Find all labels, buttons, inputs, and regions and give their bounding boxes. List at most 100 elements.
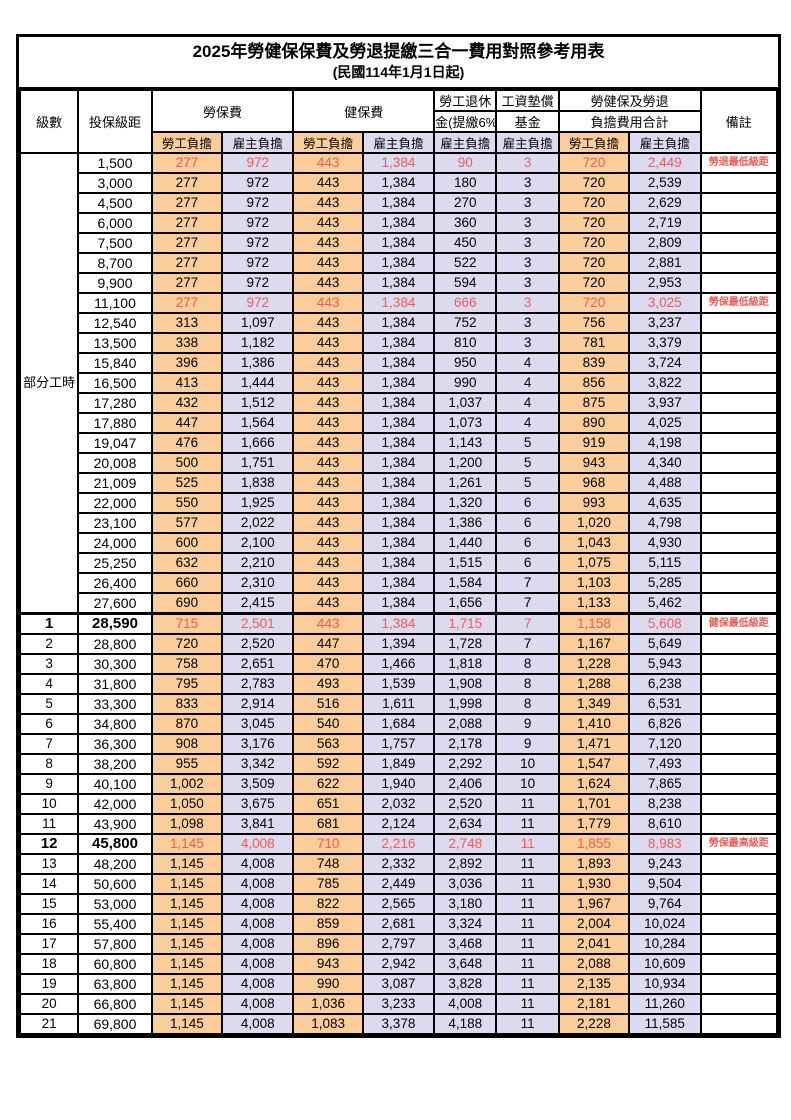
value-cell: 5 [495,452,560,474]
value-cell: 1,002 [150,773,224,795]
value-cell: 11,585 [628,1013,702,1035]
value-cell: 1,384 [361,612,436,635]
table-row: 22,000 550 1,925 443 1,384 1,320 6 993 4,635 [20,492,778,514]
insured-bracket-cell: 23,100 [77,512,153,534]
insured-bracket-cell: 30,300 [77,653,153,675]
value-cell: 443 [292,192,364,214]
remark-cell [699,572,778,594]
value-cell: 681 [292,813,364,835]
value-cell: 1,386 [433,512,498,534]
value-cell: 9,504 [628,873,702,895]
value-cell: 11 [495,853,560,875]
value-cell: 500 [150,452,224,474]
value-cell: 11 [495,813,560,835]
header-labor-insurance: 勞保費 [150,89,295,133]
value-cell: 443 [292,532,364,554]
value-cell: 752 [433,312,498,334]
value-cell: 660 [150,572,224,594]
table-row: 11,100 277 972 443 1,384 666 3 720 3,025 勞保最低級距 [20,292,778,314]
value-cell: 875 [557,392,631,414]
value-cell: 7,865 [628,773,702,795]
table-row: 20 66,800 1,145 4,008 1,036 3,233 4,008 11 2,181… [18,993,778,1015]
premium-table-frame: 2025年勞健保保費及勞退提繳三合一費用對照參考用表 (民國114年1月1日起)… [16,34,781,1038]
value-cell: 6 [495,512,560,534]
value-cell: 594 [433,272,498,294]
level-cell: 19 [18,973,80,995]
remark-cell [699,733,778,755]
value-cell: 990 [292,973,364,995]
subheader-total-employee-share: 勞工負擔 [557,131,631,154]
value-cell: 11 [495,973,560,995]
header-total-line2: 負擔費用合計 [557,110,702,133]
value-cell: 1,145 [150,993,224,1015]
value-cell: 1,158 [557,612,631,635]
value-cell: 1,349 [557,693,631,715]
value-cell: 4,008 [221,833,295,855]
value-cell: 1,624 [557,773,631,795]
value-cell: 2,681 [361,913,436,935]
level-cell: 4 [18,673,80,695]
value-cell: 1,145 [150,913,224,935]
header-bracket: 投保級距 [77,89,153,154]
insured-bracket-cell: 63,800 [77,973,153,995]
value-cell: 1,083 [292,1013,364,1035]
value-cell: 11 [495,993,560,1015]
value-cell: 443 [292,452,364,474]
value-cell: 2,004 [557,913,631,935]
value-cell: 2,181 [557,993,631,1015]
value-cell: 968 [557,472,631,494]
table-row: 23,100 577 2,022 443 1,384 1,386 6 1,020 4,798 [20,512,778,534]
remark-cell [699,933,778,955]
value-cell: 1,466 [361,653,436,675]
value-cell: 11 [495,793,560,815]
value-cell: 1,471 [557,733,631,755]
value-cell: 2,942 [361,953,436,975]
value-cell: 476 [150,432,224,454]
value-cell: 3,724 [628,352,702,374]
remark-cell: 勞保最低級距 [699,292,778,314]
value-cell: 720 [557,292,631,314]
value-cell: 443 [292,292,364,314]
value-cell: 715 [150,612,224,635]
level-cell: 17 [18,933,80,955]
value-cell: 10,609 [628,953,702,975]
value-cell: 1,384 [361,352,436,374]
value-cell: 443 [292,512,364,534]
table-row: 17,280 432 1,512 443 1,384 1,037 4 875 3,937 [20,392,778,414]
value-cell: 2,797 [361,933,436,955]
table-row: 12,540 313 1,097 443 1,384 752 3 756 3,237 [20,312,778,334]
remark-cell [699,272,778,294]
remark-cell [699,172,778,194]
value-cell: 577 [150,512,224,534]
value-cell: 2,178 [433,733,498,755]
value-cell: 1,838 [221,472,295,494]
value-cell: 1,998 [433,693,498,715]
premium-reference-table: 級數 投保級距 勞保費 健保費 勞工退休 工資墊償 勞健保及勞退 備註 金(提繳… [18,89,778,1035]
value-cell: 3,237 [628,312,702,334]
value-cell: 516 [292,693,364,715]
value-cell: 90 [433,152,498,174]
value-cell: 3,342 [221,753,295,775]
value-cell: 839 [557,352,631,374]
remark-cell [699,472,778,494]
insured-bracket-cell: 36,300 [77,733,153,755]
value-cell: 1,036 [292,993,364,1015]
value-cell: 1,075 [557,552,631,574]
value-cell: 1,384 [361,552,436,574]
value-cell: 2,565 [361,893,436,915]
insured-bracket-cell: 43,900 [77,813,153,835]
value-cell: 3,176 [221,733,295,755]
value-cell: 2,415 [221,592,295,615]
table-row: 4,500 277 972 443 1,384 270 3 720 2,629 [20,192,778,214]
remark-cell [699,232,778,254]
insured-bracket-cell: 3,000 [77,172,153,194]
value-cell: 5,943 [628,653,702,675]
value-cell: 592 [292,753,364,775]
value-cell: 443 [292,592,364,615]
subheader-health-employer-share: 雇主負擔 [361,131,436,154]
remark-cell [699,552,778,574]
value-cell: 1,751 [221,452,295,474]
value-cell: 6 [495,492,560,514]
value-cell: 3 [495,252,560,274]
value-cell: 1,908 [433,673,498,695]
